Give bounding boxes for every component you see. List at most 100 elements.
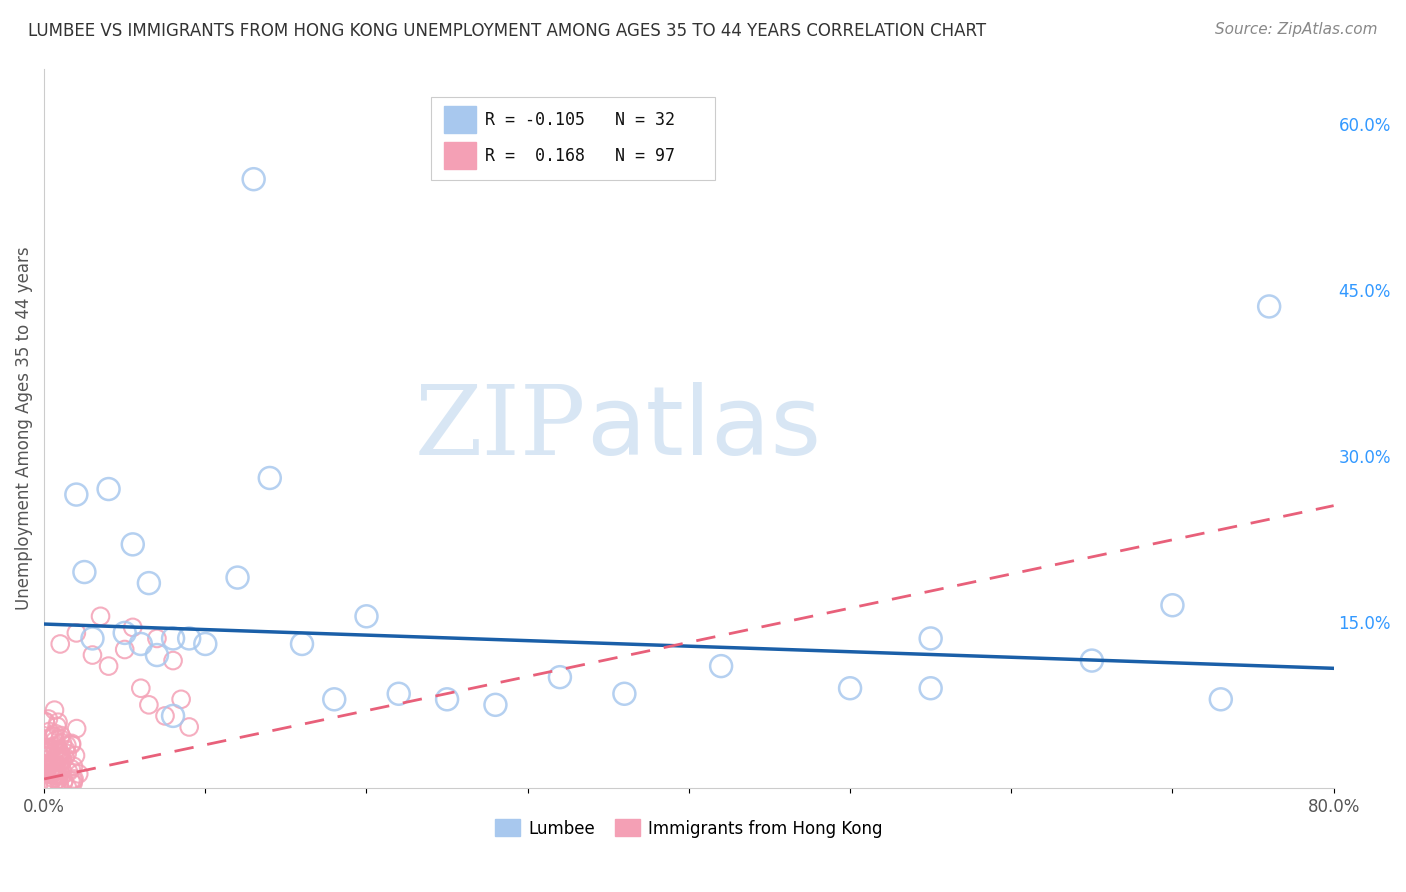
Text: ZIP: ZIP (415, 381, 586, 475)
Point (138, 576, 160, 591)
Point (121, 537, 143, 551)
Point (49, 760, 72, 774)
Point (62, 759, 84, 773)
Point (42, 764, 65, 778)
Point (42, 769, 65, 783)
Point (484, 698, 506, 712)
Point (37, 741, 59, 756)
Point (356, 609, 378, 624)
Point (39, 767, 62, 781)
Point (66, 722, 89, 736)
Point (548, 670, 571, 684)
Point (1209, 692, 1232, 706)
Point (65, 487, 87, 501)
Point (162, 632, 184, 646)
Point (56, 747, 79, 761)
Point (37, 749, 59, 764)
Point (42, 778, 65, 792)
Point (1081, 654, 1104, 668)
Point (97, 482, 120, 496)
Text: R =  0.168   N = 97: R = 0.168 N = 97 (485, 146, 675, 164)
Point (129, 637, 152, 651)
Point (44, 755, 66, 769)
Point (35, 753, 58, 767)
Point (60, 738, 83, 752)
Point (179, 632, 201, 646)
Point (44, 734, 66, 748)
Point (46, 768, 69, 782)
Point (51, 769, 73, 783)
Point (41, 764, 63, 779)
Point (291, 637, 314, 651)
Point (51, 753, 73, 767)
Point (48, 742, 70, 756)
Point (62, 773, 84, 788)
Point (53, 750, 76, 764)
Point (710, 659, 733, 673)
Point (613, 687, 636, 701)
Point (59, 774, 82, 789)
Point (49, 731, 72, 746)
Point (162, 709, 184, 723)
Text: Source: ZipAtlas.com: Source: ZipAtlas.com (1215, 22, 1378, 37)
Point (41, 757, 63, 772)
Point (34, 714, 56, 729)
Point (82, 648, 104, 662)
Text: atlas: atlas (586, 382, 821, 475)
Point (34, 774, 56, 789)
Point (129, 681, 152, 696)
Point (39, 755, 62, 769)
Point (44, 744, 66, 758)
Point (52, 775, 75, 789)
Point (65, 748, 87, 763)
Point (49, 747, 72, 761)
FancyBboxPatch shape (432, 97, 714, 180)
Point (42, 739, 65, 753)
Point (170, 692, 193, 706)
Legend: Lumbee, Immigrants from Hong Kong: Lumbee, Immigrants from Hong Kong (488, 813, 890, 844)
Point (51, 764, 73, 778)
Point (49, 637, 72, 651)
Point (34, 757, 56, 772)
Point (48, 777, 70, 791)
Point (48, 761, 70, 775)
Point (48, 745, 70, 759)
Point (39, 763, 62, 777)
Point (58, 764, 80, 779)
Point (51, 755, 73, 769)
Point (42, 759, 65, 773)
Point (121, 620, 143, 634)
Point (34, 715, 56, 730)
Point (388, 687, 411, 701)
Point (42, 730, 65, 744)
Point (42, 765, 65, 780)
Text: LUMBEE VS IMMIGRANTS FROM HONG KONG UNEMPLOYMENT AMONG AGES 35 TO 44 YEARS CORRE: LUMBEE VS IMMIGRANTS FROM HONG KONG UNEM… (28, 22, 986, 40)
Point (46, 719, 69, 733)
Point (45, 779, 67, 793)
Point (226, 571, 249, 585)
Point (920, 681, 942, 696)
Point (67, 767, 90, 781)
Point (34, 761, 56, 775)
Point (44, 729, 66, 743)
Point (194, 637, 217, 651)
Point (920, 632, 942, 646)
Point (44, 768, 66, 782)
Point (35, 744, 58, 758)
Point (73, 565, 96, 579)
Point (65, 626, 87, 640)
Point (179, 720, 201, 734)
Point (56, 738, 79, 752)
Point (242, 172, 264, 186)
Point (38, 731, 60, 746)
Point (146, 648, 169, 662)
Point (1161, 599, 1184, 613)
Point (114, 642, 136, 657)
Point (839, 681, 862, 696)
FancyBboxPatch shape (444, 142, 477, 169)
Point (46, 715, 69, 730)
Point (1258, 300, 1281, 314)
Point (53, 773, 76, 788)
Point (42, 772, 65, 786)
Point (34, 745, 56, 759)
